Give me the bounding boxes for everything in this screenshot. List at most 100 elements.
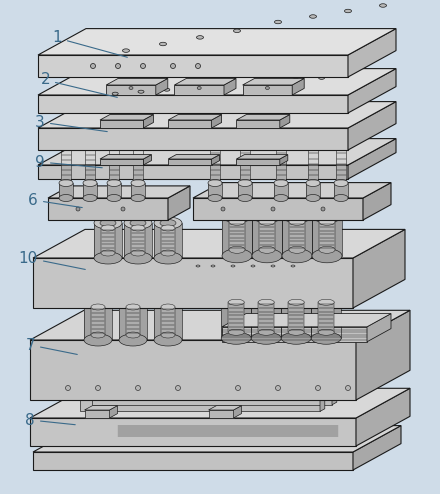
- Polygon shape: [222, 216, 252, 256]
- Polygon shape: [367, 314, 391, 342]
- Ellipse shape: [161, 304, 175, 310]
- Polygon shape: [240, 140, 250, 183]
- Ellipse shape: [275, 385, 281, 390]
- Polygon shape: [143, 115, 154, 128]
- Ellipse shape: [252, 209, 282, 223]
- Text: 10: 10: [19, 250, 85, 269]
- Ellipse shape: [59, 195, 73, 202]
- Polygon shape: [363, 183, 391, 220]
- Polygon shape: [92, 393, 332, 405]
- Ellipse shape: [257, 293, 275, 300]
- Ellipse shape: [311, 332, 341, 344]
- Polygon shape: [282, 216, 312, 256]
- Polygon shape: [212, 115, 222, 128]
- Polygon shape: [110, 406, 117, 418]
- Polygon shape: [229, 222, 245, 250]
- Ellipse shape: [240, 180, 250, 186]
- Polygon shape: [236, 120, 280, 128]
- Ellipse shape: [164, 88, 170, 91]
- Ellipse shape: [258, 212, 276, 220]
- Ellipse shape: [83, 195, 97, 202]
- Polygon shape: [38, 55, 348, 77]
- Ellipse shape: [321, 207, 325, 211]
- Ellipse shape: [126, 304, 140, 310]
- Polygon shape: [238, 183, 252, 198]
- Polygon shape: [38, 165, 348, 179]
- Ellipse shape: [208, 179, 222, 187]
- Ellipse shape: [231, 265, 235, 267]
- Polygon shape: [174, 79, 236, 85]
- Text: 7: 7: [26, 337, 77, 355]
- Ellipse shape: [154, 334, 182, 346]
- Ellipse shape: [271, 207, 275, 211]
- Polygon shape: [107, 183, 121, 198]
- Ellipse shape: [154, 217, 182, 229]
- Ellipse shape: [319, 77, 325, 80]
- Ellipse shape: [91, 304, 105, 310]
- Polygon shape: [168, 186, 190, 220]
- Ellipse shape: [258, 299, 274, 305]
- Ellipse shape: [107, 179, 121, 187]
- Ellipse shape: [288, 212, 306, 220]
- Polygon shape: [143, 155, 151, 165]
- Polygon shape: [38, 128, 348, 150]
- Polygon shape: [356, 310, 410, 400]
- Ellipse shape: [94, 217, 122, 229]
- Ellipse shape: [287, 293, 305, 300]
- Polygon shape: [38, 102, 396, 128]
- Ellipse shape: [312, 209, 342, 223]
- Polygon shape: [319, 222, 335, 250]
- Text: 3: 3: [35, 115, 107, 131]
- Polygon shape: [119, 302, 147, 340]
- Polygon shape: [80, 397, 325, 400]
- Ellipse shape: [197, 36, 203, 39]
- Ellipse shape: [229, 247, 245, 253]
- Ellipse shape: [345, 385, 351, 390]
- Ellipse shape: [251, 265, 255, 267]
- Ellipse shape: [121, 207, 125, 211]
- Ellipse shape: [235, 385, 241, 390]
- Polygon shape: [154, 302, 182, 340]
- Ellipse shape: [119, 296, 147, 308]
- Ellipse shape: [289, 247, 305, 253]
- Polygon shape: [91, 307, 105, 335]
- Ellipse shape: [221, 207, 225, 211]
- Ellipse shape: [109, 140, 119, 146]
- Ellipse shape: [100, 219, 116, 227]
- Polygon shape: [168, 115, 222, 120]
- Polygon shape: [348, 139, 396, 179]
- Ellipse shape: [238, 195, 252, 202]
- Polygon shape: [101, 228, 115, 253]
- Polygon shape: [33, 258, 353, 308]
- Ellipse shape: [160, 298, 176, 305]
- Polygon shape: [38, 29, 396, 55]
- Text: 1: 1: [52, 31, 127, 57]
- Polygon shape: [156, 79, 168, 95]
- Polygon shape: [242, 79, 304, 85]
- Ellipse shape: [238, 179, 252, 187]
- Ellipse shape: [227, 293, 245, 300]
- Ellipse shape: [133, 140, 143, 146]
- Polygon shape: [124, 223, 152, 258]
- Ellipse shape: [318, 299, 334, 305]
- Polygon shape: [193, 183, 391, 198]
- Ellipse shape: [228, 299, 244, 305]
- Ellipse shape: [318, 329, 334, 335]
- Ellipse shape: [334, 179, 348, 187]
- Ellipse shape: [267, 81, 273, 83]
- Ellipse shape: [138, 90, 144, 93]
- Polygon shape: [30, 310, 410, 340]
- Ellipse shape: [274, 195, 288, 202]
- Polygon shape: [312, 216, 342, 256]
- Polygon shape: [131, 228, 145, 253]
- Polygon shape: [161, 228, 175, 253]
- Ellipse shape: [288, 299, 304, 305]
- Ellipse shape: [336, 180, 346, 186]
- Ellipse shape: [288, 329, 304, 335]
- Polygon shape: [221, 296, 251, 338]
- Ellipse shape: [251, 290, 281, 302]
- Ellipse shape: [252, 249, 282, 263]
- Ellipse shape: [131, 195, 145, 202]
- Polygon shape: [236, 159, 280, 165]
- Polygon shape: [168, 159, 212, 165]
